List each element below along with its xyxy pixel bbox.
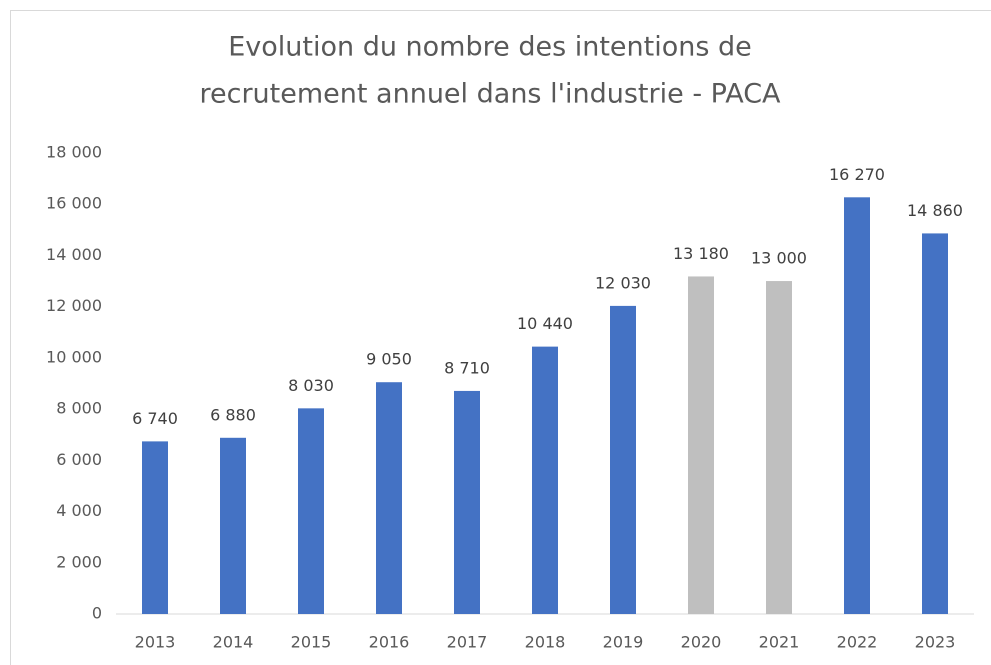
chart-title: Evolution du nombre des intentions de	[228, 32, 752, 63]
x-tick-label: 2020	[681, 633, 722, 652]
bar	[298, 408, 324, 614]
y-tick-label: 8 000	[56, 399, 102, 418]
y-tick-label: 18 000	[46, 143, 102, 162]
value-label: 9 050	[366, 350, 412, 369]
x-tick-label: 2023	[915, 633, 956, 652]
y-tick-label: 6 000	[56, 450, 102, 469]
bar	[688, 276, 714, 614]
chart-title: recrutement annuel dans l'industrie - PA…	[199, 79, 781, 110]
bar	[844, 197, 870, 614]
bar	[142, 441, 168, 614]
y-tick-label: 10 000	[46, 347, 102, 366]
value-label: 14 860	[907, 201, 963, 220]
bar	[610, 305, 636, 614]
y-tick-label: 0	[92, 604, 102, 623]
bar	[766, 281, 792, 614]
value-label: 10 440	[517, 314, 573, 333]
y-tick-label: 4 000	[56, 501, 102, 520]
value-label: 6 880	[210, 405, 256, 424]
x-tick-label: 2019	[603, 633, 644, 652]
x-tick-label: 2015	[291, 633, 332, 652]
y-tick-label: 14 000	[46, 245, 102, 264]
bar	[454, 390, 480, 614]
value-label: 12 030	[595, 273, 651, 292]
x-tick-label: 2018	[525, 633, 566, 652]
value-label: 8 710	[444, 358, 490, 377]
y-tick-label: 2 000	[56, 552, 102, 571]
x-tick-label: 2013	[135, 633, 176, 652]
bar	[220, 437, 246, 614]
bar	[376, 382, 402, 614]
bar	[922, 233, 948, 614]
value-label: 16 270	[829, 165, 885, 184]
x-tick-label: 2021	[759, 633, 800, 652]
value-label: 13 180	[673, 244, 729, 263]
x-tick-label: 2016	[369, 633, 410, 652]
x-tick-label: 2014	[213, 633, 254, 652]
x-tick-label: 2022	[837, 633, 878, 652]
bar	[532, 346, 558, 614]
value-label: 8 030	[288, 376, 334, 395]
value-label: 6 740	[132, 409, 178, 428]
value-label: 13 000	[751, 249, 807, 268]
y-tick-label: 16 000	[46, 194, 102, 213]
y-tick-label: 12 000	[46, 296, 102, 315]
chart-border	[10, 10, 991, 665]
x-tick-label: 2017	[447, 633, 488, 652]
